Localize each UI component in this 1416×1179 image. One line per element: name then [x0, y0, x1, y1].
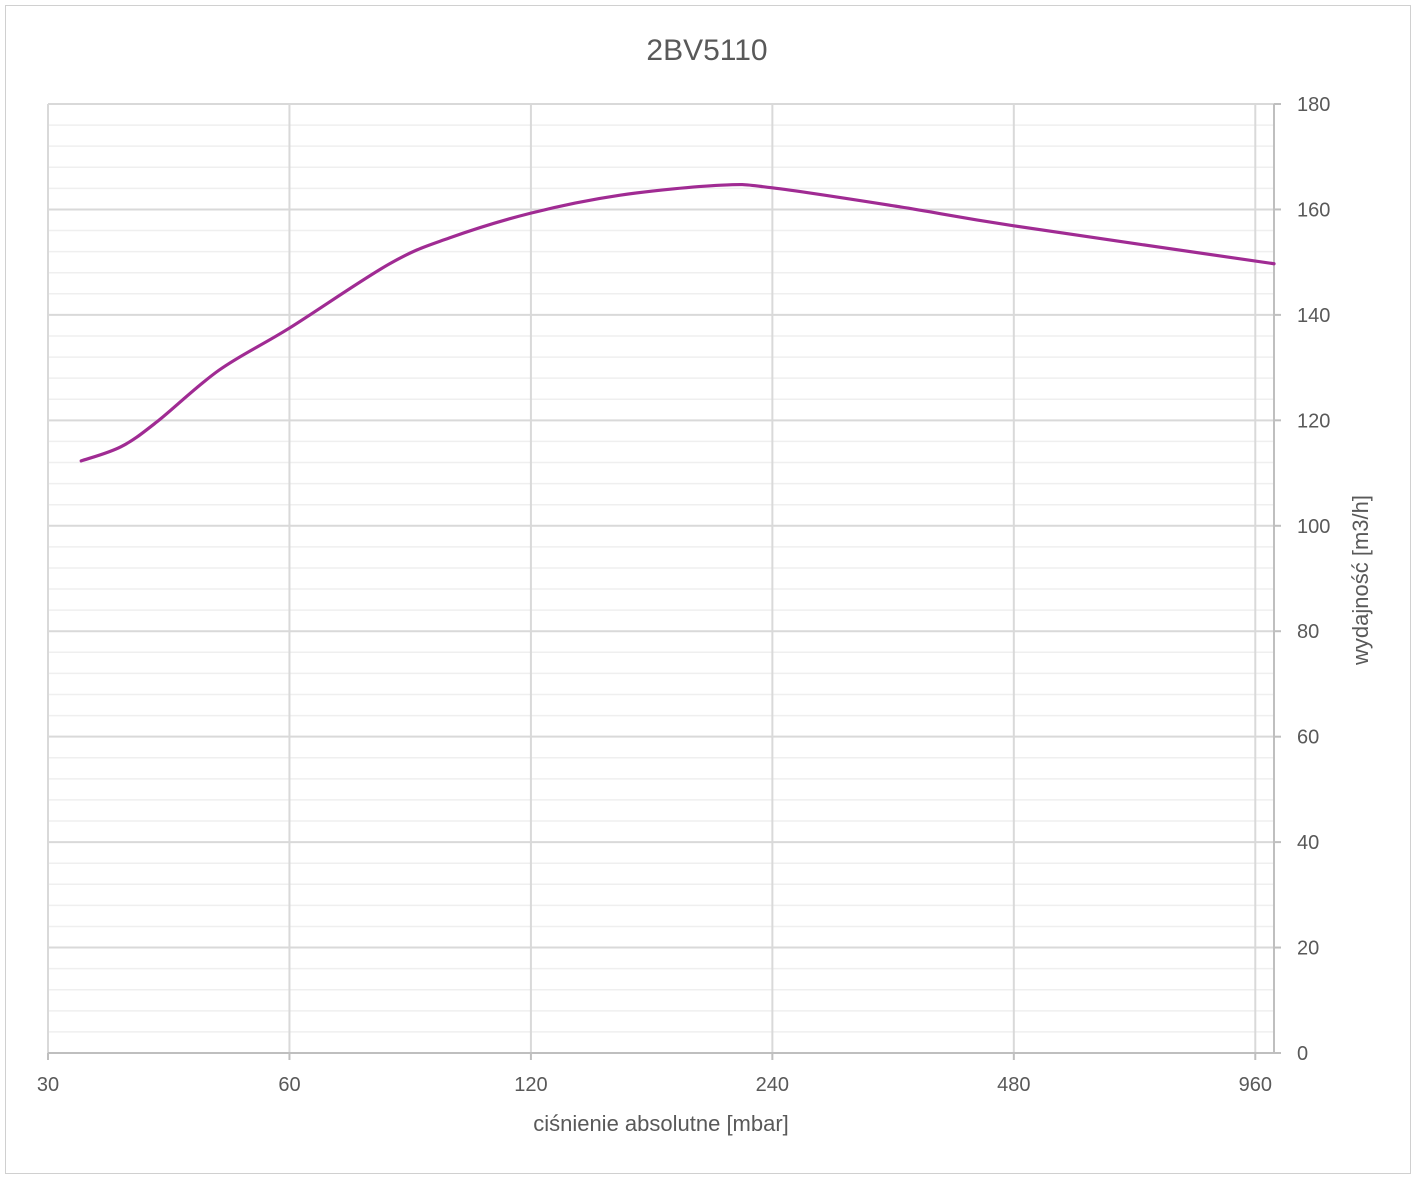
- y-tick-label: 0: [1297, 1043, 1308, 1065]
- y-tick-label: 120: [1297, 410, 1330, 432]
- chart-title: 2BV5110: [646, 34, 767, 67]
- x-axis-label: ciśnienie absolutne [mbar]: [533, 1111, 789, 1136]
- y-axis-label: wydajność [m3/h]: [1348, 495, 1373, 666]
- y-tick-label: 160: [1297, 199, 1330, 221]
- x-tick-label: 30: [37, 1074, 59, 1096]
- y-tick-label: 100: [1297, 516, 1330, 538]
- x-tick-label: 240: [756, 1074, 789, 1096]
- y-tick-label: 80: [1297, 621, 1319, 643]
- y-tick-label: 20: [1297, 938, 1319, 960]
- y-tick-label: 180: [1297, 94, 1330, 116]
- x-tick-label: 120: [514, 1074, 547, 1096]
- x-tick-label: 480: [997, 1074, 1030, 1096]
- y-tick-label: 140: [1297, 305, 1330, 327]
- y-tick-label: 60: [1297, 727, 1319, 749]
- y-tick-label: 40: [1297, 832, 1319, 854]
- series-line: [79, 182, 1276, 463]
- x-tick-label: 960: [1239, 1074, 1272, 1096]
- x-tick-label: 60: [278, 1074, 300, 1096]
